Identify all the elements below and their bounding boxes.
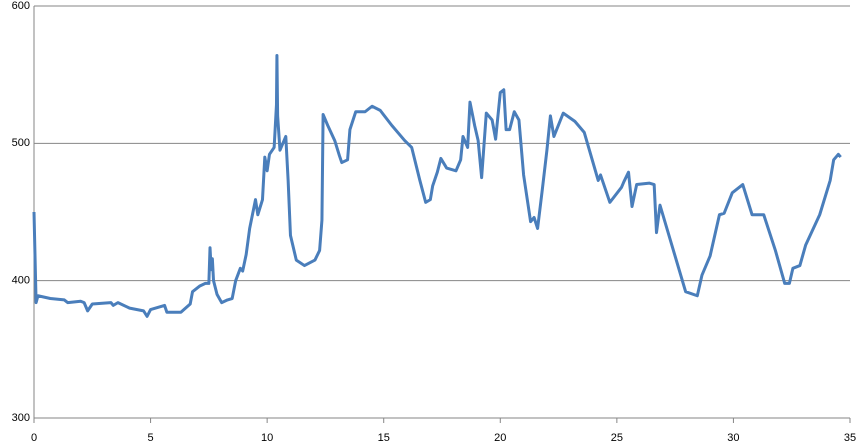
y-tick-label: 600: [12, 0, 30, 12]
x-tick-label: 5: [148, 432, 154, 444]
x-tick-label: 20: [494, 432, 506, 444]
x-tick-label: 30: [727, 432, 739, 444]
y-tick-label: 400: [12, 275, 30, 287]
data-line: [32, 53, 842, 318]
x-tick-label: 25: [611, 432, 623, 444]
y-tick-label: 500: [12, 137, 30, 149]
x-tick-label: 10: [261, 432, 273, 444]
x-tick-label: 0: [31, 432, 37, 444]
y-tick-label: 300: [12, 412, 30, 424]
x-tick-label: 15: [378, 432, 390, 444]
x-tick-label: 35: [844, 432, 856, 444]
